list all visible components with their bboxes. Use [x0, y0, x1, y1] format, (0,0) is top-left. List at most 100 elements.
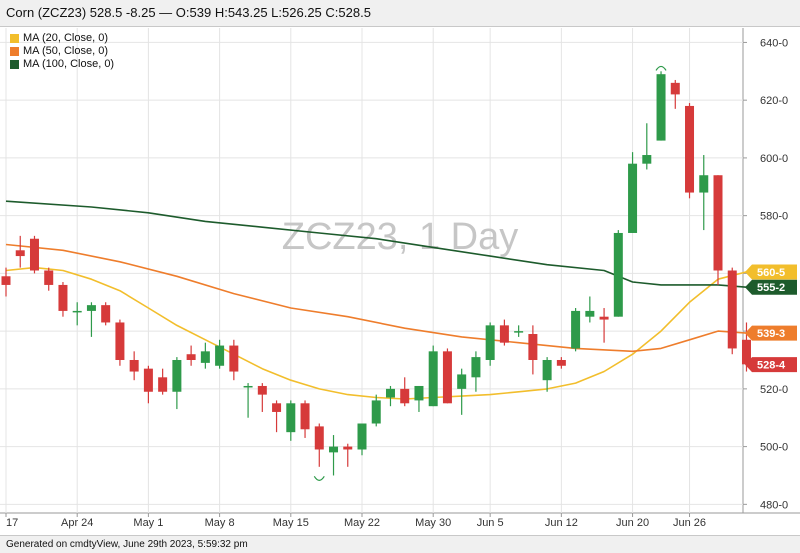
candle-body[interactable] — [300, 403, 310, 430]
chart-watermark: ZCZ23, 1 Day — [282, 216, 519, 258]
y-tick-label: 480-0 — [760, 499, 788, 511]
x-tick-label: May 22 — [344, 517, 380, 529]
candle-body[interactable] — [642, 155, 652, 164]
candle-body[interactable] — [1, 276, 11, 285]
candle-body[interactable] — [101, 305, 111, 323]
candle-body[interactable] — [727, 270, 737, 349]
ma100-swatch — [10, 60, 19, 69]
candle-body[interactable] — [556, 359, 566, 366]
candle-body[interactable] — [400, 388, 410, 404]
candle-body[interactable] — [371, 400, 381, 424]
ma50-label: MA (50, Close, 0) — [23, 45, 108, 57]
y-tick-label: 500-0 — [760, 442, 788, 454]
candle-body[interactable] — [314, 426, 324, 450]
candle-body[interactable] — [485, 325, 495, 360]
y-tick-label: 520-0 — [760, 384, 788, 396]
legend-item-ma100[interactable]: MA (100, Close, 0) — [10, 58, 114, 71]
candle-body[interactable] — [129, 359, 139, 372]
y-tick-label: 580-0 — [760, 211, 788, 223]
candle-body[interactable] — [158, 377, 168, 392]
candle-body[interactable] — [329, 446, 339, 453]
candle-body[interactable] — [29, 238, 39, 271]
ma50-line[interactable] — [5, 243, 747, 353]
candle-body[interactable] — [428, 351, 438, 407]
candle-body[interactable] — [15, 250, 25, 257]
legend-item-ma50[interactable]: MA (50, Close, 0) — [10, 45, 114, 58]
x-tick-label: Jun 26 — [673, 517, 706, 529]
price-tag-label: 539-3 — [757, 328, 785, 340]
candle-body[interactable] — [499, 325, 509, 343]
candle-body[interactable] — [741, 339, 751, 365]
candle-body[interactable] — [613, 232, 623, 317]
x-tick-label: Jun 20 — [616, 517, 649, 529]
price-tag-label: 555-2 — [757, 282, 785, 294]
candle-body[interactable] — [115, 322, 125, 360]
candle-body[interactable] — [471, 357, 481, 378]
candle-body[interactable] — [343, 446, 353, 450]
candle-body[interactable] — [58, 284, 68, 311]
period-high-marker — [655, 65, 667, 71]
x-tick-label: May 8 — [205, 517, 235, 529]
candle-body[interactable] — [699, 175, 709, 193]
symbol-title: Corn (ZCZ23) 528.5 -8.25 — O:539 H:543.2… — [6, 5, 371, 20]
indicator-legend: MA (20, Close, 0) MA (50, Close, 0) MA (… — [10, 32, 114, 71]
candle-body[interactable] — [229, 345, 239, 372]
candle-body[interactable] — [357, 423, 367, 450]
candle-body[interactable] — [457, 374, 467, 389]
x-tick-label: 17 — [6, 517, 18, 529]
ma20-label: MA (20, Close, 0) — [23, 32, 108, 44]
price-tag — [745, 279, 797, 295]
price-tag — [745, 357, 797, 373]
candle-body[interactable] — [200, 351, 210, 363]
candle-body[interactable] — [243, 385, 253, 388]
candle-body[interactable] — [628, 163, 638, 233]
candle-body[interactable] — [272, 403, 282, 412]
ma50-swatch — [10, 47, 19, 56]
candle-body[interactable] — [186, 354, 196, 360]
price-tag-label: 528-4 — [757, 360, 786, 372]
y-tick-label: 640-0 — [760, 37, 788, 49]
generated-timestamp: Generated on cmdtyView, June 29th 2023, … — [6, 539, 248, 550]
candle-body[interactable] — [685, 105, 695, 193]
x-tick-label: Apr 24 — [61, 517, 93, 529]
candle-body[interactable] — [172, 359, 182, 392]
candle-body[interactable] — [571, 310, 581, 349]
candle-body[interactable] — [585, 310, 595, 317]
price-tag — [745, 325, 797, 341]
candle-body[interactable] — [44, 270, 54, 285]
candle-body[interactable] — [143, 368, 153, 392]
x-tick-label: Jun 12 — [545, 517, 578, 529]
candle-body[interactable] — [670, 82, 680, 95]
x-tick-label: May 15 — [273, 517, 309, 529]
price-tag-label: 560-5 — [757, 267, 785, 279]
candle-body[interactable] — [713, 175, 723, 271]
ma100-line[interactable] — [5, 200, 747, 288]
candle-body[interactable] — [514, 331, 524, 333]
candle-body[interactable] — [528, 334, 538, 360]
x-tick-label: Jun 5 — [477, 517, 504, 529]
ma20-swatch — [10, 34, 19, 43]
header-bar: Corn (ZCZ23) 528.5 -8.25 — O:539 H:543.2… — [0, 0, 800, 27]
price-tag — [745, 264, 797, 280]
candle-body[interactable] — [215, 345, 225, 366]
candle-body[interactable] — [72, 310, 82, 313]
candle-body[interactable] — [414, 385, 424, 401]
candle-body[interactable] — [599, 316, 609, 320]
x-tick-label: May 1 — [133, 517, 163, 529]
ma100-label: MA (100, Close, 0) — [23, 58, 115, 70]
candle-body[interactable] — [385, 388, 395, 398]
candle-body[interactable] — [86, 305, 96, 311]
candle-body[interactable] — [257, 385, 267, 395]
period-low-marker — [313, 476, 325, 481]
legend-item-ma20[interactable]: MA (20, Close, 0) — [10, 32, 114, 45]
candle-body[interactable] — [656, 74, 666, 141]
candle-body[interactable] — [542, 359, 552, 381]
candle-body[interactable] — [286, 403, 296, 433]
x-tick-label: May 30 — [415, 517, 451, 529]
footer-bar: Generated on cmdtyView, June 29th 2023, … — [0, 535, 800, 553]
y-tick-label: 620-0 — [760, 95, 788, 107]
y-tick-label: 600-0 — [760, 153, 788, 165]
candle-body[interactable] — [442, 351, 452, 404]
